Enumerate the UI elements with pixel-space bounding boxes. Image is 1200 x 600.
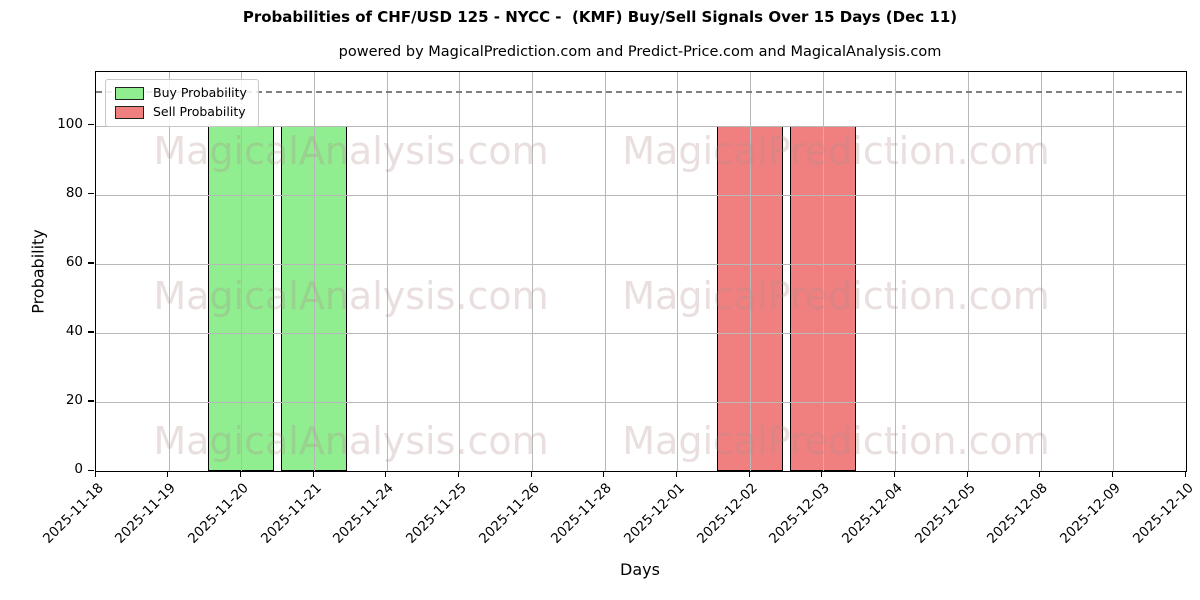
gridline-h-20 [96, 401, 1186, 403]
x-tick-mark [966, 471, 968, 478]
x-tick-label-text: 2025-11-19 [112, 480, 179, 547]
gridline-h-100 [96, 125, 1186, 127]
watermark-left: MagicalAnalysis.com [153, 274, 549, 318]
x-tick-label-text: 2025-11-21 [257, 480, 325, 547]
x-tick-mark [530, 471, 532, 478]
y-tick-label: 100 [57, 115, 83, 132]
gridline-v [750, 72, 751, 471]
chart-title: Probabilities of CHF/USD 125 - NYCC - (K… [242, 8, 958, 26]
x-tick-label-text: 2025-12-10 [1129, 480, 1197, 547]
x-tick-mark [385, 471, 387, 478]
y-tick-mark [88, 469, 94, 471]
y-tick-label: 0 [74, 461, 83, 477]
x-tick-label-text: 2025-12-05 [911, 480, 979, 547]
gridline-v [1040, 72, 1042, 471]
x-tick-mark [821, 471, 823, 478]
gridline-v [459, 72, 461, 471]
y-tick-mark [88, 124, 94, 126]
dashed-threshold-line [96, 91, 1186, 93]
legend-label-buy: Buy Probability [153, 85, 247, 101]
x-tick-label-text: 2025-11-18 [39, 480, 107, 547]
x-tick-label-text: 2025-11-28 [548, 480, 615, 547]
x-tick-label-text: 2025-12-04 [838, 480, 906, 547]
y-tick-mark [88, 400, 94, 402]
gridline-h-40 [96, 332, 1186, 334]
y-axis-label: Probability [28, 229, 48, 314]
gridline-v [968, 72, 969, 471]
y-tick-label: 60 [65, 253, 83, 270]
legend-item-buy: Buy Probability [115, 87, 247, 100]
x-tick-mark [603, 471, 605, 478]
plot-area: MagicalAnalysis.com MagicalPrediction.com… [95, 71, 1187, 472]
y-tick-label: 20 [65, 391, 83, 408]
sell-swatch [115, 106, 144, 119]
legend-label-sell: Sell Probability [153, 104, 246, 120]
watermark-left: MagicalAnalysis.com [153, 129, 549, 173]
x-tick-mark [893, 471, 896, 478]
watermark-right: MagicalPrediction.com [622, 419, 1050, 463]
x-tick-label-text: 2025-12-09 [1056, 480, 1124, 547]
buy-swatch [115, 87, 144, 100]
x-tick-mark [748, 471, 750, 478]
x-tick-mark [94, 471, 96, 478]
x-tick-label-text: 2025-12-01 [620, 480, 688, 547]
watermark-right: MagicalPrediction.com [622, 274, 1050, 318]
x-tick-label-text: 2025-11-20 [184, 480, 252, 547]
watermark-left: MagicalAnalysis.com [153, 419, 549, 463]
x-tick-mark [167, 471, 169, 478]
x-tick-label-text: 2025-11-25 [402, 480, 470, 547]
x-tick-mark [1184, 471, 1186, 478]
gridline-h-60 [96, 263, 1186, 265]
gridline-v [386, 72, 388, 471]
gridline-v [168, 72, 170, 471]
gridline-v [822, 72, 824, 471]
x-tick-label-text: 2025-12-02 [693, 480, 761, 547]
x-tick-label-text: 2025-12-03 [766, 480, 833, 547]
x-tick-label-text: 2025-11-26 [475, 480, 543, 547]
gridline-v [532, 72, 533, 471]
x-tick-label-text: 2025-11-24 [330, 480, 397, 547]
y-tick-mark [88, 193, 94, 195]
gridline-v [604, 72, 606, 471]
gridline-v [677, 72, 679, 471]
gridline-v [1113, 72, 1115, 471]
y-tick-label: 40 [65, 322, 83, 339]
gridline-h-80 [96, 194, 1186, 196]
gridline-v [241, 72, 243, 471]
watermark-right: MagicalPrediction.com [622, 129, 1050, 173]
y-tick-mark [88, 262, 94, 264]
y-tick-mark [88, 331, 94, 333]
x-axis-label: Days [620, 560, 660, 579]
x-tick-mark [1111, 471, 1114, 478]
legend: Buy Probability Sell Probability [105, 79, 259, 127]
x-tick-mark [457, 471, 460, 478]
chart-subtitle: powered by MagicalPrediction.com and Pre… [338, 44, 942, 60]
y-tick-label: 80 [65, 184, 83, 201]
x-tick-mark [312, 471, 314, 478]
plot-canvas: MagicalAnalysis.com MagicalPrediction.com… [96, 72, 1186, 471]
x-tick-mark [1039, 471, 1041, 478]
gridline-v [895, 72, 897, 471]
gridline-v [314, 72, 315, 471]
x-tick-mark [239, 471, 242, 478]
legend-item-sell: Sell Probability [115, 106, 247, 119]
x-tick-label-text: 2025-12-08 [984, 480, 1051, 547]
x-tick-mark [675, 471, 678, 478]
